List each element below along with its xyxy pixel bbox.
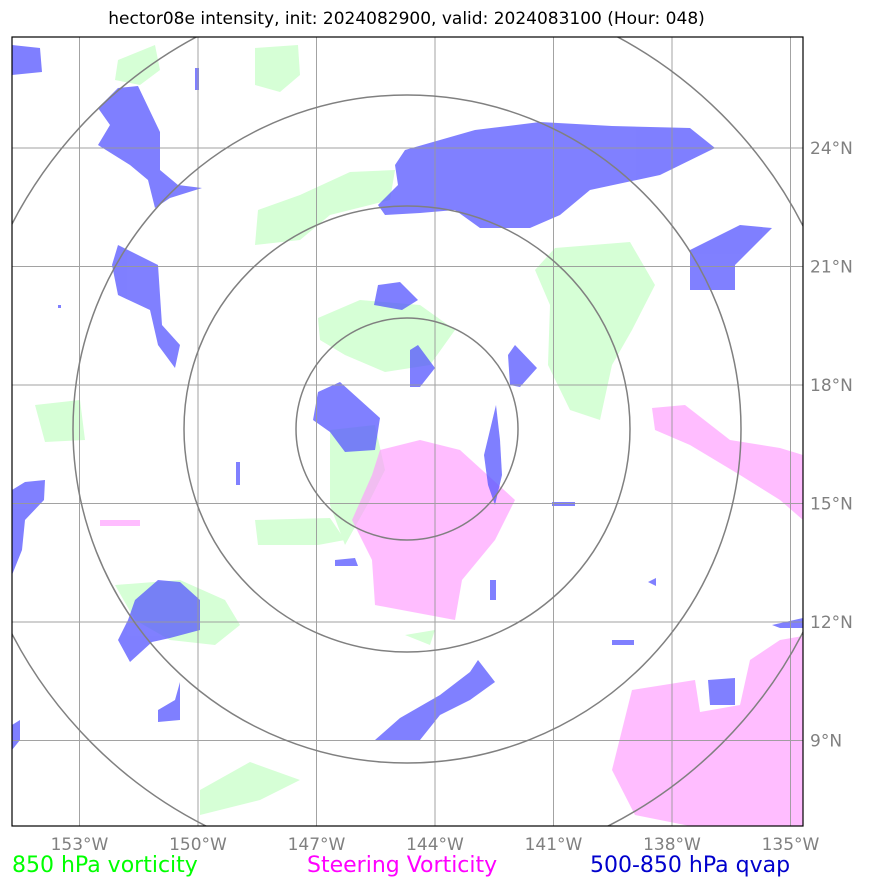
map-frame (11, 36, 804, 827)
map-plot-area (12, 37, 803, 826)
lat-label: 24°N (810, 139, 853, 159)
lon-label: 135°W (762, 835, 820, 855)
map-title: hector08e intensity, init: 2024082900, v… (108, 9, 705, 29)
lon-label: 144°W (406, 835, 464, 855)
lon-label: 141°W (525, 835, 583, 855)
lon-label: 153°W (51, 835, 109, 855)
lon-label: 150°W (169, 835, 227, 855)
range-rings (12, 37, 803, 826)
lat-label: 21°N (810, 258, 853, 278)
lon-label: 147°W (288, 835, 346, 855)
legend-vorticity: 850 hPa vorticity (12, 853, 198, 878)
qvap-layer (12, 45, 803, 750)
lat-label: 15°N (810, 495, 853, 515)
legend-qvap: 500-850 hPa qvap (590, 853, 791, 878)
legend-steering-vorticity: Steering Vorticity (307, 853, 498, 878)
steering-vorticity-layer (100, 405, 803, 826)
lon-label: 138°W (643, 835, 701, 855)
lat-label: 9°N (810, 732, 842, 752)
lat-label: 18°N (810, 376, 853, 396)
lat-label: 12°N (810, 613, 853, 633)
